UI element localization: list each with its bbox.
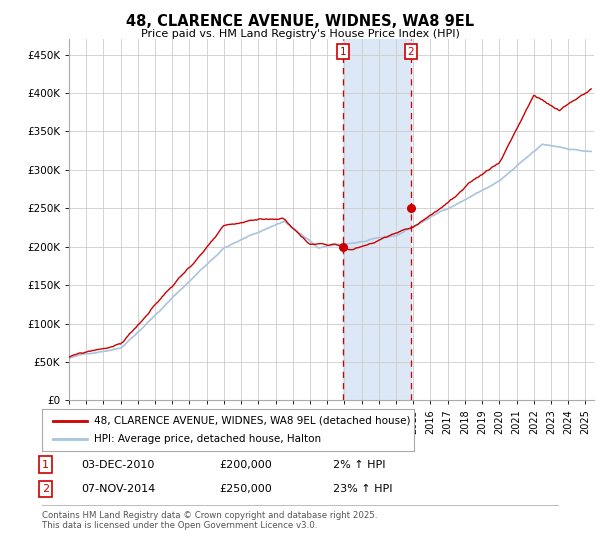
- Text: 48, CLARENCE AVENUE, WIDNES, WA8 9EL (detached house): 48, CLARENCE AVENUE, WIDNES, WA8 9EL (de…: [94, 416, 410, 426]
- Text: £200,000: £200,000: [219, 460, 272, 470]
- Text: 1: 1: [340, 47, 346, 57]
- Text: 48, CLARENCE AVENUE, WIDNES, WA8 9EL: 48, CLARENCE AVENUE, WIDNES, WA8 9EL: [126, 14, 474, 29]
- Text: 07-NOV-2014: 07-NOV-2014: [81, 484, 155, 494]
- Text: Contains HM Land Registry data © Crown copyright and database right 2025.
This d: Contains HM Land Registry data © Crown c…: [42, 511, 377, 530]
- Text: 2% ↑ HPI: 2% ↑ HPI: [333, 460, 386, 470]
- Text: 1: 1: [42, 460, 49, 470]
- Text: 23% ↑ HPI: 23% ↑ HPI: [333, 484, 392, 494]
- Text: Price paid vs. HM Land Registry's House Price Index (HPI): Price paid vs. HM Land Registry's House …: [140, 29, 460, 39]
- Text: HPI: Average price, detached house, Halton: HPI: Average price, detached house, Halt…: [94, 434, 321, 444]
- Text: 2: 2: [42, 484, 49, 494]
- Text: £250,000: £250,000: [219, 484, 272, 494]
- Bar: [343, 39, 410, 400]
- Text: 2: 2: [407, 47, 414, 57]
- Text: 03-DEC-2010: 03-DEC-2010: [81, 460, 154, 470]
